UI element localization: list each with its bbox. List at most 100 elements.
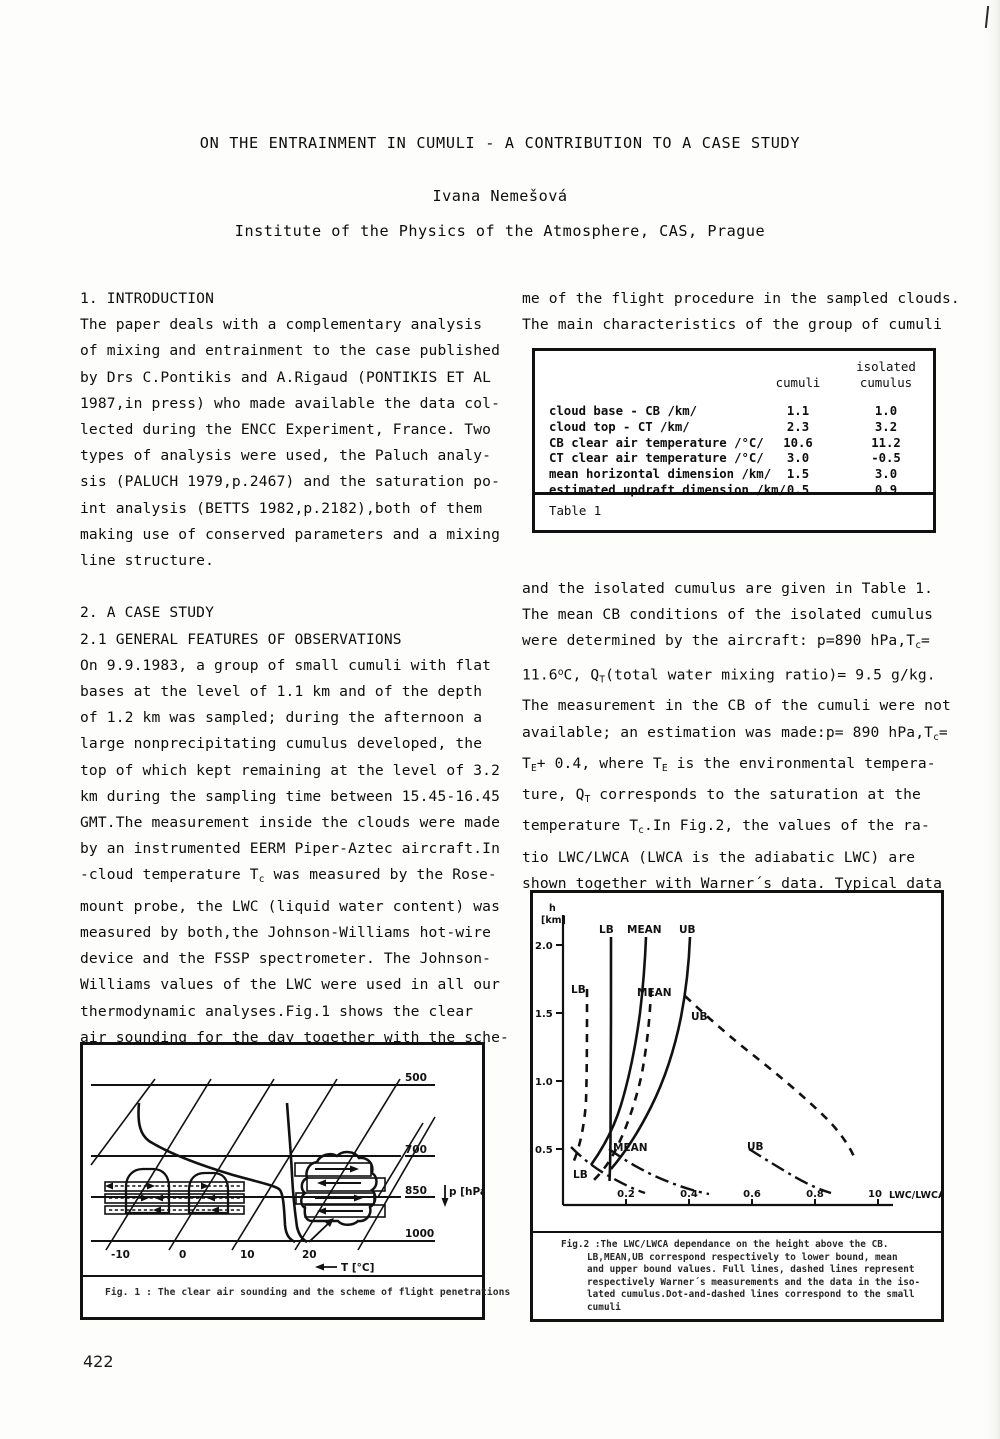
body-line: types of analysis were used, the Paluch … — [80, 447, 492, 465]
body-line: of mixing and entrainment to the case pu… — [80, 342, 501, 360]
body-line: air sounding for the day together with t… — [80, 1028, 509, 1046]
body-line: The mean CB conditions of the isolated c… — [522, 606, 934, 624]
ytick-1-5: 1.5 — [535, 1009, 553, 1020]
row-label: CT clear air temperature /°C/ — [549, 451, 764, 466]
xtick-0-4: 0.4 — [680, 1189, 698, 1200]
sounding-dewpoint-curve — [285, 1102, 308, 1244]
xtick-0-8: 0.8 — [806, 1189, 824, 1200]
body-line: large nonprecipitating cumulus developed… — [80, 735, 483, 753]
label-lb-isolated: LB — [571, 984, 586, 996]
temperature-axis-label: T [°C] — [315, 1262, 374, 1273]
label-ub-warner-top: UB — [679, 924, 696, 936]
subscript-c: c — [915, 640, 921, 652]
pressure-label-700: 700 — [405, 1144, 427, 1156]
figure-1-diagram: 500 700 850 1000 -10 0 10 20 T [°C] p [h… — [90, 1072, 482, 1273]
curve-mean-warner — [589, 936, 648, 1166]
axis-label-pressure: p [hPa] — [449, 1186, 482, 1198]
table-row: cloud top - CT /km/ 2.3 3.2 — [549, 420, 923, 436]
paragraph-gap — [80, 574, 500, 600]
row-value-isolated: 1.0 — [874, 404, 898, 418]
body-line: The paper deals with a complementary ana… — [80, 316, 483, 334]
row-value-isolated: -0.5 — [871, 451, 901, 466]
text-fragment: 11.6 — [522, 666, 558, 684]
subscript-t: T — [599, 674, 606, 686]
text-fragment: corresponds to the saturation at the — [590, 786, 921, 804]
label-ub-isolated: UB — [691, 1011, 708, 1023]
subscript-e: E — [661, 762, 668, 774]
table-caption: Table 1 — [549, 503, 602, 518]
body-line-with-subscript: temperature Tc.In Fig.2, the values of t… — [522, 813, 954, 844]
body-line: measured by both,the Johnson-Williams ho… — [80, 923, 492, 941]
body-line: lected during the ENCC Experiment, Franc… — [80, 421, 492, 439]
series-warner-solid — [589, 936, 692, 1182]
temp-label-10: 10 — [240, 1249, 255, 1261]
body-line-with-subscript: -cloud temperature Tc was measured by th… — [80, 862, 500, 893]
column-header-isolated-line2: cumulus — [859, 375, 913, 390]
row-value-isolated: 3.0 — [874, 467, 898, 482]
body-line: top of which kept remaining at the level… — [80, 761, 501, 779]
body-line-with-subscript: 11.6oC, QT(total water mixing ratio)= 9.… — [522, 660, 954, 694]
x-axis-tick-labels: 0.2 0.4 0.6 0.8 10 — [617, 1189, 882, 1200]
table-row: estimated updraft dimension /km/ 0.5 0.9 — [549, 483, 923, 499]
curve-lb-small — [570, 1146, 646, 1195]
body-line: line structure. — [80, 552, 215, 570]
table-row: mean horizontal dimension /km/ 1.5 3.0 — [549, 467, 923, 483]
body-line: GMT.The measurement inside the clouds we… — [80, 814, 501, 832]
pressure-label-500: 500 — [405, 1072, 427, 1084]
row-label: estimated updraft dimension /km/ — [549, 482, 786, 497]
temp-label-20: 20 — [302, 1249, 317, 1261]
author-affiliation: Institute of the Physics of the Atmosphe… — [234, 222, 766, 240]
series-isolated-dashed — [571, 988, 857, 1184]
label-mean-warner-top: MEAN — [627, 924, 662, 936]
temp-label-minus10: -10 — [111, 1249, 130, 1261]
flight-direction-arrowheads-left — [105, 1182, 219, 1214]
curve-mean-small — [608, 1148, 710, 1196]
text-fragment: .In Fig.2, the values of the ra- — [643, 817, 930, 835]
body-line: by an instrumented EERM Piper-Aztec airc… — [80, 840, 501, 858]
figure-2-caption-band: Fig.2 :The LWC/LWCA dependance on the he… — [533, 1231, 941, 1319]
table-1: cumuli isolated cumulus cloud base - CB … — [532, 348, 936, 533]
body-line: 1987,in press) who made available the da… — [80, 394, 501, 412]
body-line: bases at the level of 1.1 km and of the … — [80, 683, 483, 701]
table-row: cloud base - CB /km/ 1.1 1.0 — [549, 404, 923, 420]
row-label: mean horizontal dimension /km/ — [549, 467, 772, 482]
body-line-with-subscript: TE+ 0.4, where TE is the environmental t… — [522, 751, 954, 782]
x-axis-title: LWC/LWCA — [889, 1190, 941, 1201]
caption-line: Fig.2 :The LWC/LWCA dependance on the he… — [561, 1239, 889, 1250]
updraft-entry-arrow — [308, 1220, 332, 1243]
scan-corner-tick — [984, 5, 990, 29]
body-line-with-subscript: ture, QT corresponds to the saturation a… — [522, 782, 954, 813]
body-line: device and the FSSP spectrometer. The Jo… — [80, 950, 492, 968]
flight-penetration-dashed-arrows — [109, 1185, 241, 1211]
page-number: 422 — [83, 1352, 114, 1371]
pressure-tick-labels: 500 700 850 1000 — [405, 1072, 434, 1240]
row-value-isolated: 3.2 — [874, 419, 898, 434]
figure-1-caption: Fig. 1 : The clear air sounding and the … — [105, 1287, 511, 1298]
caption-line: cumuli — [587, 1301, 621, 1313]
cloud-shape-right — [300, 1150, 378, 1226]
curve-lb-warner — [608, 936, 613, 1182]
label-lb-small: LB — [573, 1169, 588, 1181]
row-value-cumuli: 1.1 — [786, 404, 810, 418]
y-axis-tick-labels: 2.0 1.5 1.0 0.5 — [535, 941, 553, 1156]
x-axis-title-label: LWC/LWCA — [889, 1190, 941, 1201]
figure-2-chart: 2.0 1.5 1.0 0.5 h [km] 0.2 0.4 0.6 — [535, 903, 941, 1207]
body-line: On 9.9.1983, a group of small cumuli wit… — [80, 656, 492, 674]
body-line: sis (PALUCH 1979,p.2467) and the saturat… — [80, 473, 501, 491]
section-heading-2: 2. A CASE STUDY — [80, 604, 215, 622]
series-small-cumuli-dashdot — [570, 1146, 832, 1196]
figure-2: 2.0 1.5 1.0 0.5 h [km] 0.2 0.4 0.6 — [530, 890, 944, 1322]
subscript-t: T — [584, 794, 591, 806]
left-text-column: 1. INTRODUCTION The paper deals with a c… — [80, 286, 509, 1051]
temp-label-0: 0 — [179, 1249, 186, 1261]
body-line: of 1.2 km was sampled; during the aftern… — [80, 709, 483, 727]
row-value-cumuli: 0.5 — [786, 482, 810, 497]
chart-axes — [561, 915, 893, 1207]
row-value-cumuli: 1.5 — [786, 467, 810, 482]
label-mean-isolated: MEAN — [637, 987, 672, 999]
temperature-tick-labels: -10 0 10 20 — [111, 1249, 317, 1261]
label-mean-small: MEAN — [613, 1142, 648, 1154]
body-line: shown together with Warner´s data. Typic… — [522, 874, 943, 892]
text-fragment: = — [921, 632, 930, 650]
scan-edge-artifact — [986, 0, 1000, 1439]
